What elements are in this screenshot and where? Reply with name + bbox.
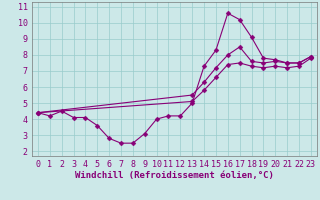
X-axis label: Windchill (Refroidissement éolien,°C): Windchill (Refroidissement éolien,°C)	[75, 171, 274, 180]
